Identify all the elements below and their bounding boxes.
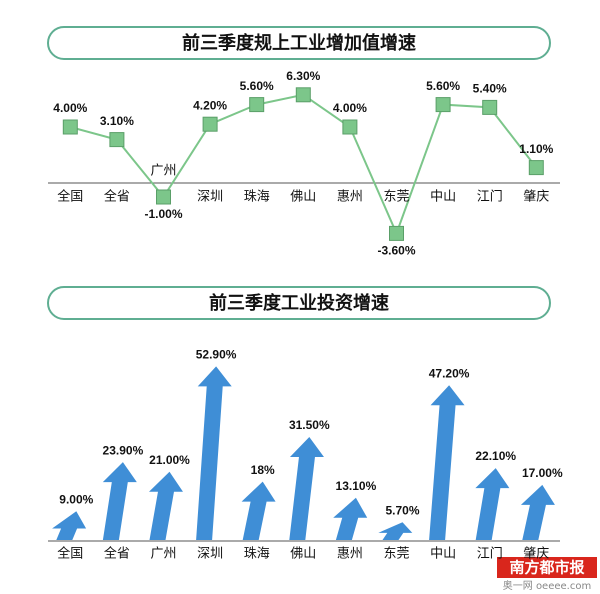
arrow-bar [196,366,232,540]
marker [342,119,358,135]
marker [528,160,544,176]
arrow-bar [378,522,413,540]
x-tick-label: 广州 [150,547,176,562]
arrow-bar [333,497,368,540]
arrow-bar [429,385,465,540]
x-tick-label: 广州 [150,164,176,179]
x-tick-label: 深圳 [197,190,223,205]
value-label: 13.10% [336,479,377,493]
x-tick-label: 东莞 [383,190,409,205]
arrow-bar [520,484,555,540]
x-tick-label: 深圳 [197,547,223,562]
marker [295,87,311,103]
x-tick-label: 全省 [104,189,130,205]
watermark-brand: 南方都市报 [509,559,584,577]
value-label: 23.90% [103,443,144,457]
value-label: 5.40% [473,82,507,96]
x-tick-label: 中山 [430,547,456,562]
marker [156,189,171,205]
marker [482,99,498,115]
value-label: -1.00% [144,207,182,221]
x-tick-label: 全国 [57,546,83,562]
value-label: 21.00% [149,453,190,467]
arrow-bar [148,471,183,540]
value-label: 17.00% [522,466,563,480]
value-label: 1.10% [519,142,553,156]
value-label: 4.00% [53,101,87,115]
x-tick-label: 全国 [57,189,83,205]
value-label: 5.60% [426,79,460,93]
marker [62,119,78,135]
value-label: 31.50% [289,418,330,432]
value-label: 5.60% [240,79,274,93]
marker [109,132,125,148]
x-tick-label: 佛山 [290,547,316,562]
x-tick-label: 惠州 [337,547,363,562]
x-tick-label: 肇庆 [523,190,549,205]
chart-title: 前三季度规上工业增加值增速 [182,32,416,54]
marker [249,97,265,113]
chart-title: 前三季度工业投资增速 [209,292,389,314]
arrow-bar [102,462,137,540]
value-label: 6.30% [286,69,320,83]
arrow-bar [52,511,87,540]
value-label: 3.10% [100,114,134,128]
marker [389,225,404,241]
marker [435,97,451,113]
x-tick-label: 东莞 [383,547,409,562]
value-label: 22.10% [475,449,516,463]
x-tick-label: 佛山 [290,190,316,205]
x-tick-label: 中山 [430,190,456,205]
value-label: -3.60% [377,244,415,258]
x-tick-label: 珠海 [244,190,270,205]
arrow-bar [241,481,276,540]
value-label: 4.20% [193,98,227,112]
watermark-box [497,557,597,578]
x-tick-label: 惠州 [337,190,363,205]
arrow-bar [289,437,324,540]
value-label: 4.00% [333,101,367,115]
marker [202,116,218,132]
watermark-site: 奥一网 oeeee.com [503,579,591,592]
line [70,93,538,237]
value-label: 5.70% [385,503,419,517]
arrow-bar [475,468,510,540]
value-label: 52.90% [196,348,237,362]
value-label: 18% [251,463,275,477]
x-tick-label: 江门 [477,190,503,205]
title-pill [47,26,551,60]
x-tick-label: 江门 [477,547,503,562]
x-tick-label: 肇庆 [523,547,549,562]
title-pill [47,286,551,320]
value-label: 47.20% [429,366,470,380]
value-label: 9.00% [59,492,93,506]
x-tick-label: 全省 [104,546,130,562]
x-tick-label: 珠海 [244,547,270,562]
